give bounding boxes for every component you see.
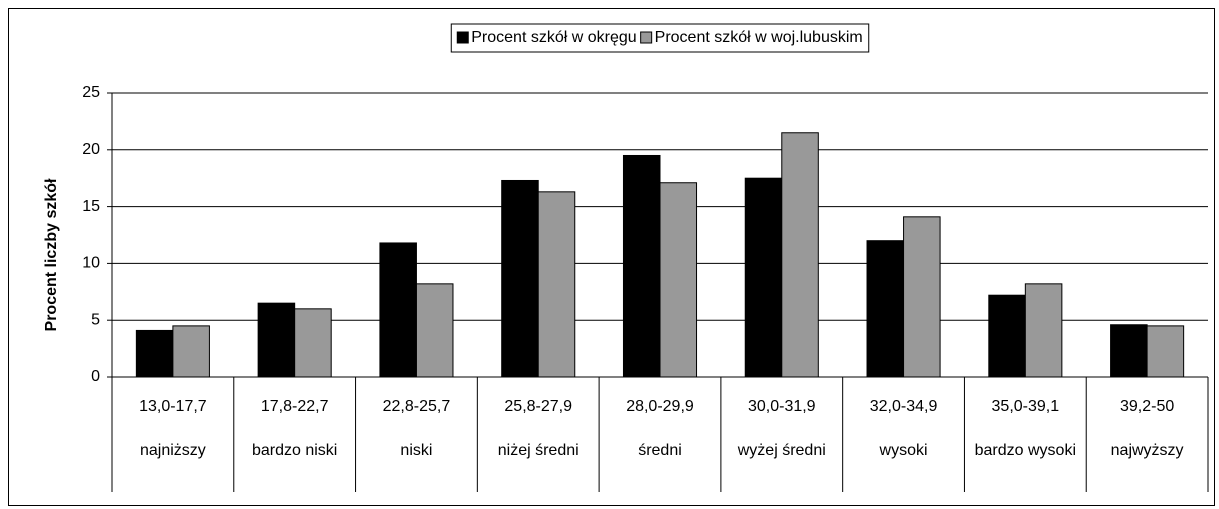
x-tick-label: 32,0-34,9 [870, 398, 938, 415]
y-tick-label: 20 [82, 141, 100, 158]
bar [1024, 283, 1063, 378]
x-tick-label: 30,0-31,9 [748, 398, 816, 415]
x-tick-label: 39,2-50 [1120, 398, 1174, 415]
category-group-label: niski [400, 442, 433, 459]
category-group-box: niżej średni [497, 442, 579, 459]
category-group-label: średni [638, 442, 682, 459]
bar [622, 154, 661, 378]
bar [988, 294, 1026, 378]
category-group-box: najwyższy [1110, 442, 1184, 459]
x-tick-label: 25,8-27,9 [504, 398, 572, 415]
bar [903, 216, 941, 378]
chart-border [8, 8, 1215, 506]
bar [415, 283, 454, 378]
y-tick-label: 10 [82, 255, 100, 272]
category-group-box: niski [400, 442, 433, 459]
x-tick-label: 17,8-22,7 [261, 398, 329, 415]
bar [294, 308, 332, 378]
bar [1146, 325, 1185, 378]
bar [781, 132, 819, 378]
y-tick-label: 25 [82, 84, 100, 101]
bar [379, 242, 417, 378]
y-tick-label: 15 [82, 198, 100, 215]
category-group-box: wysoki [879, 442, 928, 459]
bar [744, 177, 783, 378]
legend-swatch [456, 31, 469, 44]
bar [501, 179, 539, 378]
category-group-label: wysoki [879, 442, 928, 459]
category-group-label: najwyższy [1110, 442, 1184, 459]
category-group-label: wyżej średni [737, 442, 826, 459]
y-tick-label: 0 [91, 368, 100, 385]
bar [172, 325, 210, 378]
category-group-label: niżej średni [497, 442, 579, 459]
bar [866, 240, 905, 378]
category-group-label: najniższy [139, 442, 206, 459]
legend-label: Procent szkół w woj.lubuskim [655, 29, 863, 46]
y-tick-label: 5 [91, 311, 100, 328]
legend-label: Procent szkół w okręgu [471, 29, 636, 46]
y-axis-label: Procent liczby szkół [43, 178, 60, 331]
category-group-box: bardzo niski [251, 442, 338, 459]
x-tick-label: 22,8-25,7 [383, 398, 451, 415]
x-tick-label: 13,0-17,7 [139, 398, 207, 415]
category-group-box: wyżej średni [737, 442, 826, 459]
x-tick-label: 35,0-39,1 [992, 398, 1060, 415]
bar [1110, 324, 1148, 378]
bar [659, 182, 698, 378]
legend-box [450, 23, 870, 53]
bar [135, 329, 174, 378]
category-group-label: bardzo wysoki [974, 442, 1076, 459]
category-group-box: średni [638, 442, 682, 459]
category-group-box: bardzo wysoki [974, 442, 1076, 459]
bar [257, 302, 296, 378]
category-group-box: najniższy [139, 442, 206, 459]
category-group-label: bardzo niski [251, 442, 338, 459]
legend-swatch [640, 31, 653, 44]
bar [537, 191, 576, 378]
x-tick-label: 28,0-29,9 [626, 398, 694, 415]
